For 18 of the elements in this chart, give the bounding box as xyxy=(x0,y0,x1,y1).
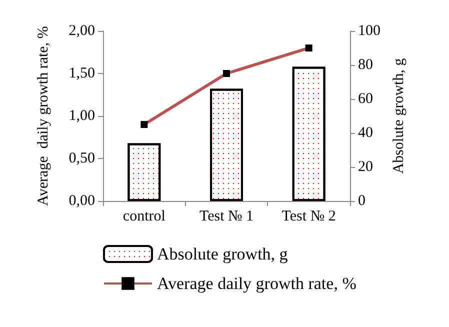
x-tick-label: control xyxy=(122,208,166,224)
legend-label: Absolute growth, g xyxy=(157,244,288,264)
y2-tick-label: 100 xyxy=(358,23,380,39)
y-tick-label: 2,00 xyxy=(68,23,95,39)
x-tick-label: Test № 1 xyxy=(199,208,254,224)
y-tick-label: 1,50 xyxy=(68,66,95,82)
legend-label: Average daily growth rate, % xyxy=(157,274,356,293)
y2-tick-label: 20 xyxy=(358,159,373,175)
y2-tick-label: 60 xyxy=(358,91,373,107)
y2-tick-label: 0 xyxy=(358,193,366,209)
y2-tick-label: 40 xyxy=(358,125,373,141)
y2-axis-title: Absolute growth, g xyxy=(390,58,407,174)
y-tick-label: 0,00 xyxy=(68,193,95,209)
y-tick-label: 1,00 xyxy=(68,108,95,124)
y2-tick-label: 80 xyxy=(358,57,373,73)
y-axis-title: Average daily growth rate, % xyxy=(36,26,52,206)
y-tick-label: 0,50 xyxy=(68,150,95,166)
x-tick-label: Test № 2 xyxy=(282,208,336,224)
